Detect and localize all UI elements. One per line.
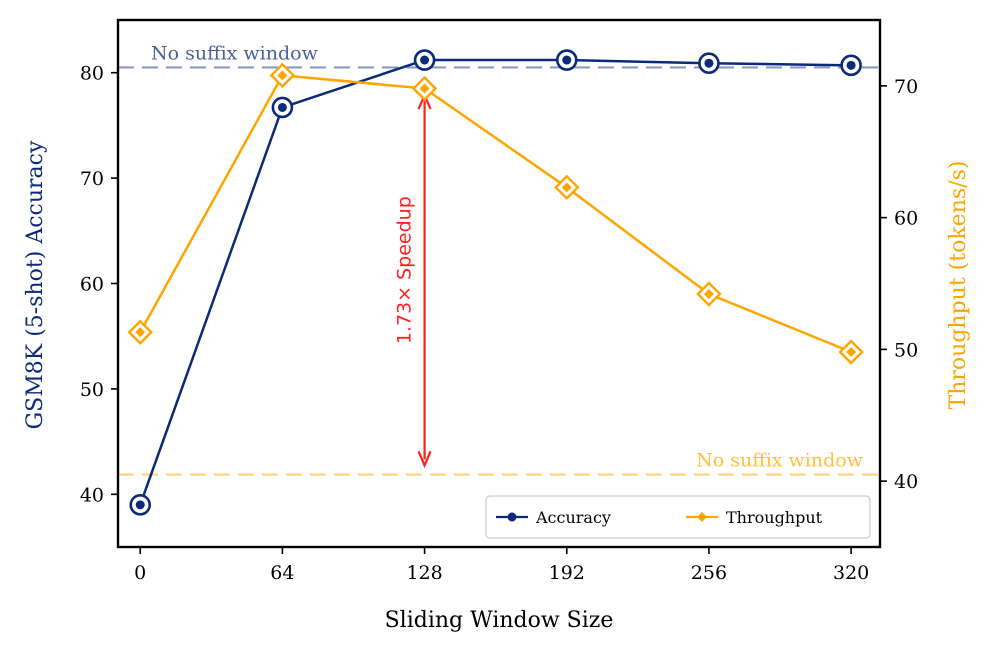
accuracy-point-dot [420,55,430,65]
x-tick-label: 256 [691,562,727,584]
accuracy-point-dot [135,500,145,510]
left-y-tick-label: 60 [80,274,104,296]
x-axis-label: Sliding Window Size [385,608,614,633]
accuracy-point-dot [277,102,287,112]
left-y-tick-label: 80 [80,63,104,85]
throughput-point-dot [846,347,857,358]
throughput-point-dot [419,83,430,94]
accuracy-point-dot [562,55,572,65]
throughput-point-dot [277,70,288,81]
throughput-point-dot [135,327,146,338]
reference-line-label: No suffix window [696,450,864,472]
series-line-accuracy [139,58,852,506]
x-tick-label: 192 [549,562,585,584]
x-tick-label: 128 [406,562,442,584]
right-y-tick-label: 70 [894,76,918,98]
left-y-axis-label: GSM8K (5-shot) Accuracy [23,140,48,429]
right-y-axis-label: Throughput (tokens/s) [946,161,971,410]
plot-area: No suffix window No suffix window 1.73× Sp… [116,18,882,549]
accuracy-point-dot [704,58,714,68]
left-y-axis: 40 50 60 70 80 [80,63,118,506]
left-y-tick-label: 40 [80,484,104,506]
speedup-arrow-head-bottom [417,450,432,469]
x-tick-label: 64 [270,562,294,584]
speedup-annotation: 1.73× Speedup [394,196,416,344]
throughput-point-dot [703,289,714,300]
legend-marker-diamond [697,512,707,522]
accuracy-point-dot [846,60,856,70]
legend-label: Accuracy [535,508,611,527]
right-y-tick-label: 50 [894,339,918,361]
left-y-tick-label: 70 [80,168,104,190]
legend-box [485,495,871,539]
throughput-point-dot [561,182,572,193]
reference-line-label: No suffix window [151,42,319,64]
legend: Accuracy Throughput [485,495,871,539]
right-y-tick-label: 40 [894,471,918,493]
legend-label: Throughput [726,508,823,527]
x-tick-label: 0 [134,562,146,584]
right-y-tick-label: 60 [894,208,918,230]
right-y-axis: 40 50 60 70 [880,76,918,493]
x-axis: 0 64 128 192 256 320 [134,547,869,584]
x-tick-label: 320 [833,562,869,584]
legend-marker-circle [507,512,517,522]
series-line-throughput [139,74,852,354]
left-y-tick-label: 50 [80,379,104,401]
